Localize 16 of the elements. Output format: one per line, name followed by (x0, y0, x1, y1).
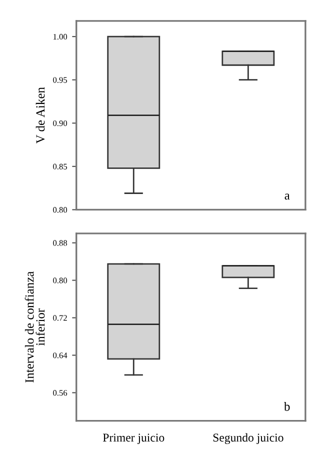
y-tick-label: 0.80 (53, 207, 68, 213)
y-axis-title: V de Aiken (36, 87, 45, 144)
x-tick-label: Primer juicio (102, 434, 164, 444)
y-tick-label: 1.00 (53, 34, 68, 40)
y-tick-label: 0.90 (53, 120, 68, 126)
y-tick-label: 0.95 (53, 77, 68, 83)
annotation: a (284, 194, 290, 200)
y-tick-label: 0.64 (53, 352, 68, 358)
y-tick-label: 0.85 (53, 164, 68, 170)
y-tick-label: 0.88 (53, 240, 68, 246)
y-axis-title: Intervalo de confianza inferior (24, 271, 45, 383)
y-tick-label: 0.72 (53, 315, 67, 321)
x-tick-label: Segundo juicio (213, 433, 284, 444)
annotation: b (284, 402, 290, 411)
y-tick-label: 0.80 (53, 278, 68, 284)
y-tick-label: 0.56 (53, 390, 68, 396)
